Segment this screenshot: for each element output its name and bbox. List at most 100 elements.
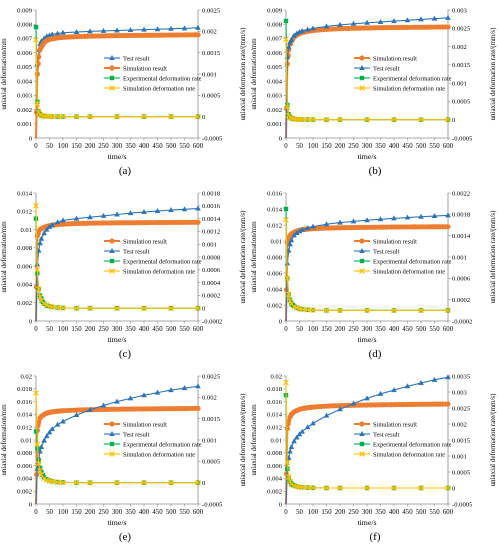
y-tick-label: 0.002 [17,489,32,496]
x-tick-label: 200 [85,326,96,333]
x-tick-label: 150 [71,509,82,516]
data-point [35,460,42,467]
data-point [141,209,147,215]
legend-item: Test result [354,248,400,255]
x-tick-label: 600 [193,509,204,516]
y2-tick-label: 0 [202,480,206,487]
y2-tick-label: 0.002 [452,44,467,51]
chart-panel-f: 0 50 100 150 200 250 300 350 400 450 500 550 600 0 0.0… [250,366,499,546]
y2-tick-label: 0.0004 [202,280,221,287]
x-tick-label: 150 [321,326,332,333]
data-point [391,215,397,221]
y-tick-label: 0.009 [267,7,283,14]
y-tick-label: 0.005 [17,64,33,71]
data-point [38,235,45,241]
data-point [445,24,451,30]
x-tick-label: 0 [284,509,288,516]
data-point [38,444,45,450]
data-point [100,402,107,408]
x-tick-label: 550 [429,509,440,516]
y-tick-label: 0.014 [17,412,33,419]
data-point [168,207,174,213]
data-point [44,477,49,482]
data-point [141,26,147,32]
series-simulation-deformation-rate [33,202,201,312]
y2-tick-label: 0.0012 [202,229,220,236]
x-tick-label: 0 [34,509,38,516]
data-point [141,113,147,120]
data-point [364,307,370,314]
x-tick-label: 100 [58,143,69,150]
legend-item: Simulation deformation rate [104,268,195,275]
legend-item: Simulation result [354,421,417,428]
legend: Simulation result Test result Experimental… [354,238,452,275]
legend-label: Experimental deformation rate [123,441,202,448]
data-point [168,25,174,31]
y-tick-label: 0.003 [17,93,33,100]
legend-marker [359,431,365,436]
legend-item: Simulation result [104,421,167,428]
data-point [284,275,291,282]
data-point [37,293,43,300]
y-tick-label: 0.006 [17,50,33,57]
legend-item: Test result [354,65,400,72]
series-test-result [34,383,201,505]
legend-marker [109,421,115,427]
y2-tick-label: 0.0005 [452,99,471,106]
x-tick-label: 0 [34,143,38,150]
legend-marker [359,238,365,244]
data-point [54,479,61,486]
legend-label: Experimental deformation rate [123,258,202,265]
series-simulation-deformation-rate [283,216,451,314]
data-point [445,307,451,314]
data-point [73,113,80,120]
legend-label: Simulation result [123,421,167,428]
data-point [114,113,120,120]
y-tick-label: 0.003 [267,93,283,100]
legend-marker [359,258,365,264]
data-point [37,448,43,454]
data-point [285,473,292,480]
x-tick-label: 300 [362,326,373,333]
y2-tick-label: 0.0015 [202,416,221,423]
data-point [100,212,107,218]
x-tick-label: 350 [125,326,136,333]
legend-label: Simulation result [123,238,167,245]
x-tick-label: 450 [402,143,413,150]
axes: 0 50 100 150 200 250 300 350 400 450 500 550 600 0 0.0… [250,7,497,161]
y-tick-label: 0.005 [267,64,283,71]
data-point [377,390,384,396]
x-tick-label: 50 [46,143,53,150]
legend: Simulation result Test result Experimental… [354,421,452,458]
legend-marker [109,451,115,457]
data-point [60,217,66,223]
x-tick-label: 550 [179,509,190,516]
data-point [195,383,201,389]
legend-item: Experimental deformation rate [354,441,452,448]
legend-label: Test result [123,55,150,62]
data-point [323,307,330,314]
x-tick-label: 550 [179,326,190,333]
x-tick-label: 150 [321,143,332,150]
y2-tick-label: 0.0025 [202,7,221,14]
axes: 0 50 100 150 200 250 300 350 400 450 500 550 600 0 0.0… [0,190,247,344]
x-tick-label: 550 [179,143,190,150]
y2-tick-label: 0.0016 [202,203,221,210]
y-tick-label: 0.01 [20,227,32,234]
series-line [35,27,199,139]
y2-tick-label: 0.0014 [452,233,471,240]
y-tick-label: 0.002 [17,300,32,307]
x-tick-label: 550 [429,143,440,150]
data-point [49,478,56,485]
x-tick-label: 500 [416,509,427,516]
legend-marker [359,451,365,457]
data-point [323,221,330,227]
x-tick-label: 100 [308,326,319,333]
y-axis-label: uniaxial deformation/mm [250,404,258,476]
data-point [310,307,316,313]
x-tick-label: 500 [416,326,427,333]
data-point [73,215,80,221]
x-tick-label: 200 [335,326,346,333]
panel-label-d: (d) [368,348,382,360]
y2-tick-label: 0.0006 [452,276,471,283]
